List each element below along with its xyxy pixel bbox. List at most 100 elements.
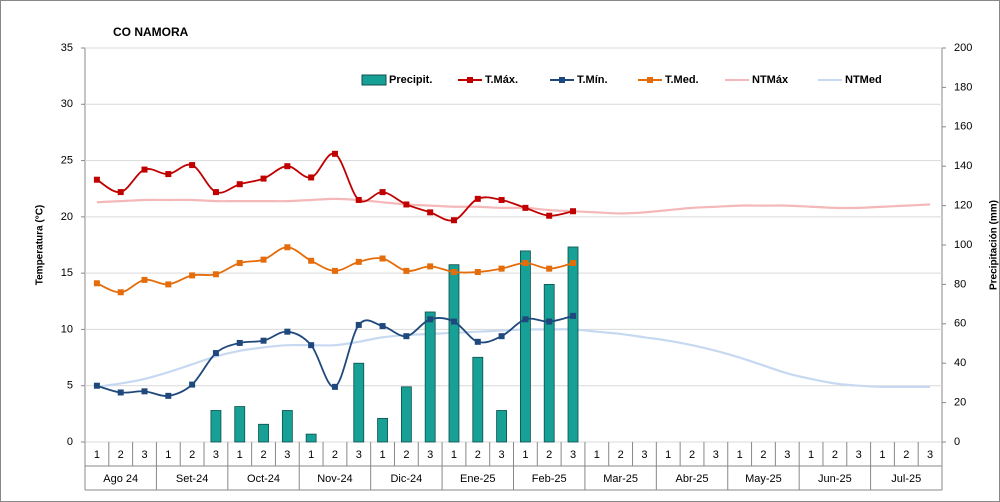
- bar: [567, 246, 579, 443]
- bar: [234, 406, 246, 443]
- marker: [212, 189, 219, 196]
- marker: [165, 392, 172, 399]
- bar: [400, 386, 412, 443]
- marker: [474, 195, 481, 202]
- x-tick-label: 2: [475, 449, 481, 461]
- legend-swatch: [467, 77, 473, 83]
- x-tick-label: 2: [332, 449, 338, 461]
- x-tick-label: 3: [356, 449, 362, 461]
- bar: [520, 250, 531, 443]
- marker: [284, 163, 291, 170]
- month-label: Set-24: [176, 473, 208, 485]
- marker: [355, 196, 362, 203]
- y2-tick-label: 140: [954, 160, 972, 172]
- x-tick-label: 1: [665, 449, 671, 461]
- marker: [355, 321, 362, 328]
- legend-label: T.Máx.: [485, 74, 518, 86]
- y2-tick-label: 120: [954, 200, 972, 212]
- marker: [379, 255, 386, 262]
- marker: [546, 212, 553, 219]
- legend-label: NTMed: [845, 74, 882, 86]
- marker: [331, 267, 338, 274]
- y-axis-label: Temperatura (°C): [35, 205, 46, 286]
- x-tick-label: 2: [118, 449, 124, 461]
- marker: [522, 204, 529, 211]
- x-tick-label: 2: [260, 449, 266, 461]
- x-tick-label: 1: [165, 449, 171, 461]
- month-label: Feb-25: [532, 473, 567, 485]
- x-tick-label: 2: [903, 449, 909, 461]
- marker: [212, 271, 219, 278]
- x-tick-label: 2: [618, 449, 624, 461]
- bar: [424, 311, 436, 443]
- x-tick-label: 3: [856, 449, 862, 461]
- marker: [308, 342, 315, 349]
- marker: [165, 281, 172, 288]
- y-tick-label: 10: [61, 323, 73, 335]
- marker: [189, 272, 196, 279]
- y2-tick-label: 200: [954, 42, 972, 54]
- marker: [498, 333, 505, 340]
- legend-swatch: [559, 77, 565, 83]
- x-tick-label: 1: [522, 449, 528, 461]
- marker: [379, 189, 386, 196]
- bar: [258, 423, 269, 443]
- x-tick-label: 2: [760, 449, 766, 461]
- x-tick-label: 3: [141, 449, 147, 461]
- marker: [212, 350, 219, 357]
- marker: [427, 263, 434, 270]
- marker: [236, 181, 243, 188]
- marker: [474, 338, 481, 345]
- month-label: Nov-24: [317, 473, 352, 485]
- bar: [210, 410, 222, 443]
- marker: [260, 337, 267, 344]
- x-tick-label: 3: [427, 449, 433, 461]
- marker: [284, 244, 291, 251]
- legend-label: T.Med.: [665, 74, 699, 86]
- marker: [141, 276, 148, 283]
- marker: [403, 201, 410, 208]
- marker: [141, 166, 148, 173]
- line: [96, 328, 931, 389]
- y-tick-label: 30: [61, 98, 73, 110]
- y-tick-label: 0: [67, 436, 73, 448]
- x-tick-label: 1: [380, 449, 386, 461]
- x-tick-label: 2: [403, 449, 409, 461]
- x-tick-label: 3: [641, 449, 647, 461]
- x-tick-label: 1: [594, 449, 600, 461]
- marker: [236, 260, 243, 267]
- marker: [570, 312, 577, 319]
- marker: [189, 381, 196, 388]
- marker: [117, 189, 124, 196]
- x-tick-label: 1: [451, 449, 457, 461]
- marker: [93, 176, 100, 183]
- marker: [331, 150, 338, 157]
- marker: [403, 333, 410, 340]
- marker: [308, 257, 315, 264]
- x-tick-label: 3: [284, 449, 290, 461]
- marker: [570, 260, 577, 267]
- marker: [260, 175, 267, 182]
- bar: [448, 264, 460, 443]
- marker: [498, 196, 505, 203]
- y-tick-label: 25: [61, 154, 73, 166]
- y-tick-label: 20: [61, 211, 73, 223]
- y2-tick-label: 20: [954, 397, 966, 409]
- y-tick-label: 5: [67, 380, 73, 392]
- marker: [355, 258, 362, 265]
- bar: [353, 362, 365, 443]
- bar: [472, 356, 484, 443]
- marker: [284, 328, 291, 335]
- month-label: Ene-25: [460, 473, 495, 485]
- x-tick-label: 2: [189, 449, 195, 461]
- marker: [450, 217, 457, 224]
- y2-axis-label: Precipitación (mm): [989, 200, 1000, 290]
- marker: [546, 265, 553, 272]
- month-label: May-25: [745, 473, 782, 485]
- y-tick-label: 35: [61, 42, 73, 54]
- x-tick-label: 1: [879, 449, 885, 461]
- x-tick-label: 2: [832, 449, 838, 461]
- month-label: Dic-24: [390, 473, 422, 485]
- bar: [496, 410, 507, 443]
